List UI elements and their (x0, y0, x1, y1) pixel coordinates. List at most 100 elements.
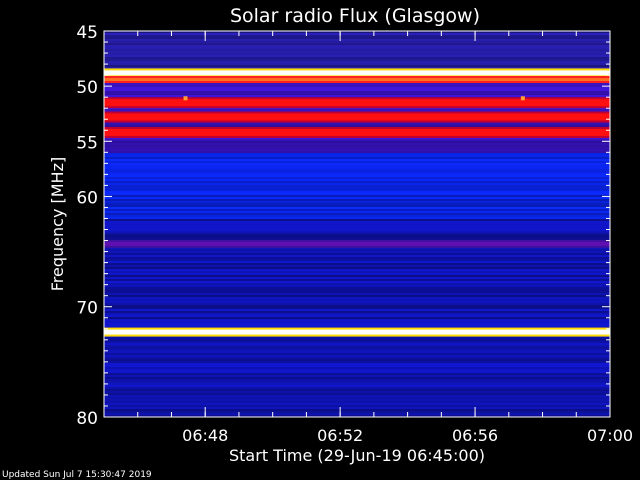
spectrogram-row (104, 281, 610, 283)
spectrogram-row (104, 271, 610, 273)
spectrogram-row (104, 347, 610, 349)
band-54.2mhz (104, 128, 610, 136)
spectrogram-row (104, 287, 610, 289)
spectrogram-row (104, 143, 610, 145)
spectrogram-row (104, 307, 610, 309)
y-tick-label: 70 (76, 299, 98, 319)
spectrogram-row (104, 393, 610, 395)
spectrogram-row (104, 385, 610, 387)
spectrogram-row (104, 353, 610, 355)
plot-frame (103, 30, 611, 418)
spectrogram-row (104, 171, 610, 173)
spectrogram-row (104, 341, 610, 343)
band-52.8mhz (104, 113, 610, 121)
spectrogram-row (104, 363, 610, 365)
spectrogram-row (104, 141, 610, 143)
spectrogram-row (104, 219, 610, 221)
spectrogram-row (104, 391, 610, 393)
spectrogram-row (104, 179, 610, 181)
update-timestamp: Updated Sun Jul 7 15:30:47 2019 (2, 470, 152, 480)
intensity-bands (104, 68, 610, 337)
band-49.4mhz (104, 78, 610, 82)
band-72.3mhz (104, 329, 610, 335)
x-tick-label: 07:00 (587, 426, 633, 445)
spectrogram-row (104, 231, 610, 233)
spectrogram-row (104, 273, 610, 275)
spectrogram-row (104, 39, 610, 41)
spectrogram-row (104, 267, 610, 269)
spectrogram-row (104, 259, 610, 261)
spectrogram-row (104, 389, 610, 391)
spectrogram-row (104, 35, 610, 37)
spectrogram-row (104, 369, 610, 371)
spectrogram-row (104, 293, 610, 295)
spectrogram-row (104, 91, 610, 93)
band-48.8mhz (104, 70, 610, 76)
spectrogram-row (104, 297, 610, 299)
spectrogram-row (104, 343, 610, 345)
spectrogram-row (104, 147, 610, 149)
spectrogram-row (104, 395, 610, 397)
spectrogram-row (104, 357, 610, 359)
spectrogram-row (104, 201, 610, 203)
x-axis-label: Start Time (29-Jun-19 06:45:00) (229, 446, 485, 465)
spectrogram-row (104, 355, 610, 357)
spectrogram-row (104, 49, 610, 51)
spectrogram-row (104, 337, 610, 339)
spectrogram-row (104, 397, 610, 399)
y-tick-label: 60 (76, 188, 98, 208)
spectrogram-row (104, 411, 610, 413)
spectrogram-row (104, 51, 610, 53)
spectrogram-row (104, 41, 610, 43)
spectrogram-row (104, 247, 610, 249)
spectrogram-row (104, 157, 610, 159)
spectrogram-row (104, 187, 610, 189)
spectrogram-row (104, 251, 610, 253)
spectrogram-row (104, 299, 610, 301)
spectrogram-row (104, 237, 610, 239)
spectrogram-row (104, 211, 610, 213)
axis-ticks: 45 50 55 60 70 80 06:48 06:52 06:56 07:00 (76, 23, 633, 445)
spectrogram-row (104, 305, 610, 307)
spectrogram-row (104, 255, 610, 257)
spectrogram-row (104, 153, 610, 155)
spectrogram-row (104, 323, 610, 325)
spectrogram-row (104, 365, 610, 367)
spectrogram-row (104, 321, 610, 323)
spectrogram-row (104, 197, 610, 199)
data-point (183, 96, 188, 101)
spectrogram-row (104, 161, 610, 163)
spectrogram-row (104, 169, 610, 171)
spectrogram-row (104, 199, 610, 201)
y-tick-label: 50 (76, 78, 98, 98)
spectrogram-row (104, 195, 610, 197)
spectrogram-row (104, 277, 610, 279)
spectrogram-row (104, 309, 610, 311)
spectrogram-row (104, 57, 610, 59)
spectrogram-row (104, 381, 610, 383)
spectrogram-row (104, 183, 610, 185)
spectrogram-row (104, 249, 610, 251)
spectrogram-row (104, 289, 610, 291)
spectrogram-row (104, 151, 610, 153)
spectrogram-row (104, 189, 610, 191)
spectrogram-row (104, 313, 610, 315)
spectrogram-row (104, 137, 610, 139)
spectrogram-row (104, 269, 610, 271)
spectrogram-row (104, 413, 610, 415)
spectrogram-row (104, 315, 610, 317)
spectrogram-row (104, 361, 610, 363)
spectrogram-row (104, 407, 610, 409)
spectrogram-row (104, 123, 610, 125)
spectrogram-row (104, 203, 610, 205)
spectrogram-row (104, 45, 610, 47)
spectrogram-row (104, 373, 610, 375)
spectrogram-row (104, 167, 610, 169)
spectrogram-row (104, 213, 610, 215)
spectrogram-row (104, 59, 610, 61)
spectrogram-row (104, 31, 610, 33)
spectrogram-row (104, 125, 610, 127)
spectrogram-row (104, 349, 610, 351)
spectrogram-row (104, 37, 610, 39)
